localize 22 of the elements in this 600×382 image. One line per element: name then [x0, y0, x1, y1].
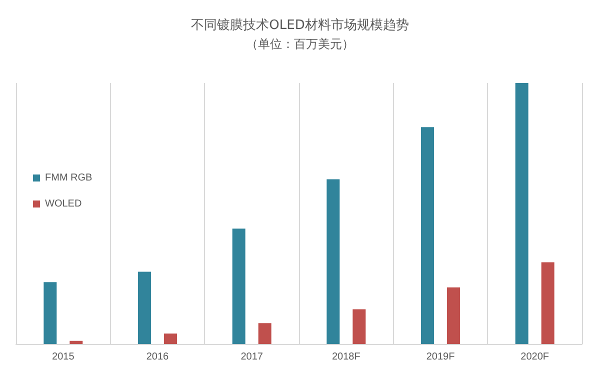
- x-tick-label: 2019F: [426, 352, 455, 362]
- bar: [352, 309, 366, 344]
- x-tick-label: 2017: [240, 352, 264, 362]
- bar: [421, 127, 434, 344]
- bar: [70, 340, 83, 344]
- bar: [232, 228, 246, 344]
- legend-label: FMM RGB: [45, 172, 93, 184]
- bar: [515, 83, 528, 344]
- bar: [164, 334, 177, 344]
- chart-subtitle: （单位：百万美元）: [246, 37, 354, 51]
- legend-label: WOLED: [45, 198, 82, 210]
- bar: [447, 287, 460, 344]
- bar: [326, 179, 340, 344]
- bar: [44, 282, 57, 344]
- chart-title: 不同镀膜技术OLED材料市场规模趋势: [191, 18, 409, 33]
- bar: [258, 323, 272, 344]
- x-tick-label: 2020F: [520, 352, 550, 362]
- x-tick-label: 2015: [52, 352, 75, 362]
- x-tick-label: 2016: [146, 352, 170, 362]
- bar: [541, 262, 554, 344]
- x-tick-label: 2018F: [332, 352, 360, 362]
- bar: [138, 272, 151, 344]
